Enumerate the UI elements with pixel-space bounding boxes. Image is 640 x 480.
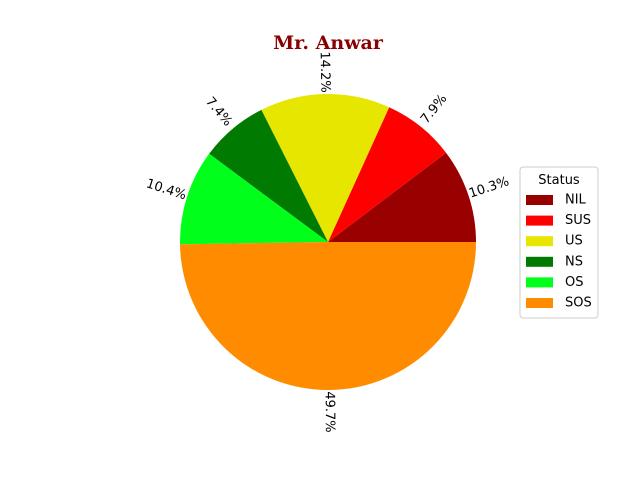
- pie-label-sus: 7.9%: [418, 92, 450, 127]
- legend-label-nil: NIL: [565, 193, 587, 208]
- legend-swatch-ns: [526, 256, 553, 267]
- pie-label-nil: 10.3%: [467, 174, 511, 201]
- pie-slice-os: [180, 153, 328, 245]
- pie-label-sos: 49.7%: [322, 391, 337, 432]
- pie-label-os: 10.4%: [144, 176, 188, 203]
- legend-label-us: US: [565, 234, 583, 249]
- pie-slice-ns: [209, 109, 328, 242]
- legend-items: NIL SUS US NS OS SOS: [526, 193, 592, 311]
- pie-slice-us: [261, 94, 390, 242]
- pie-label-ns: 7.4%: [202, 94, 235, 129]
- legend-swatch-os: [526, 277, 553, 288]
- pie-label-us: 14.2%: [317, 51, 333, 93]
- legend-swatch-sos: [526, 298, 553, 308]
- legend-label-sos: SOS: [565, 296, 592, 311]
- legend-swatch-nil: [526, 195, 553, 205]
- legend-label-os: OS: [565, 275, 583, 290]
- legend-swatch-us: [526, 236, 553, 247]
- legend-title: Status: [538, 173, 580, 188]
- legend-label-ns: NS: [565, 254, 583, 269]
- chart-title: Mr. Anwar: [273, 32, 384, 54]
- pie-slice-nil: [328, 152, 476, 242]
- legend-label-sus: SUS: [565, 213, 591, 228]
- legend: Status NIL SUS US NS OS SOS: [519, 166, 599, 319]
- pie-slice-sos: [180, 242, 476, 391]
- legend-swatch-sus: [526, 215, 553, 226]
- pie-slice-sus: [328, 107, 447, 242]
- pie-slices: [180, 94, 476, 391]
